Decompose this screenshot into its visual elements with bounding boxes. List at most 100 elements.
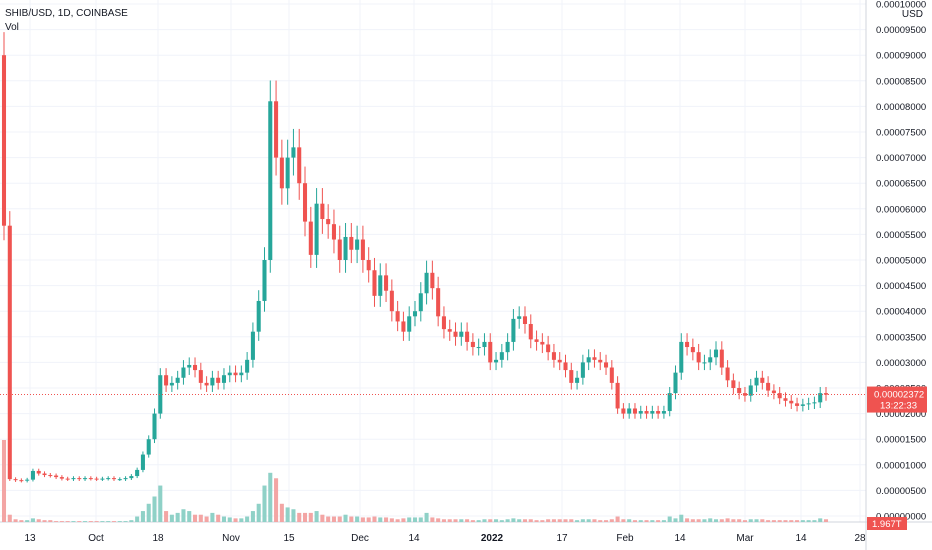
x-tick-label: 15 xyxy=(283,533,295,544)
candle-body xyxy=(656,411,661,414)
candle-body xyxy=(679,341,684,373)
volume-bar xyxy=(546,519,551,522)
x-tick-label: Feb xyxy=(616,533,634,544)
volume-bar xyxy=(777,520,782,522)
volume-indicator-label: Vol xyxy=(5,22,19,33)
candle-body xyxy=(30,470,35,480)
candle-body xyxy=(737,388,742,394)
volume-bar xyxy=(465,519,470,522)
volume-bar xyxy=(638,520,643,522)
candle-body xyxy=(291,147,296,158)
volume-bar xyxy=(88,521,93,522)
volume-bar xyxy=(436,518,441,522)
volume-bar xyxy=(679,514,684,522)
candle-body xyxy=(482,341,487,348)
candle-body xyxy=(378,275,383,296)
volume-bar xyxy=(604,520,609,522)
x-tick-label: 18 xyxy=(152,533,164,544)
volume-bar xyxy=(268,472,273,522)
volume-bar xyxy=(262,485,267,522)
volume-bar xyxy=(360,517,365,522)
volume-bar xyxy=(575,520,580,522)
candle-body xyxy=(592,357,597,360)
candle-body xyxy=(650,411,655,414)
volume-bar xyxy=(378,517,383,522)
candle-body xyxy=(713,349,719,358)
volume-bar xyxy=(499,520,504,522)
candle-body xyxy=(77,478,82,480)
volume-bar xyxy=(685,518,690,522)
volume-bar xyxy=(795,520,800,522)
candle-body xyxy=(777,393,782,399)
price-axis: 0.00010000 0.00009500 0.00009000 0.00008500… xyxy=(876,0,926,523)
candle-body xyxy=(685,341,690,348)
candle-body xyxy=(146,439,151,455)
volume-bar xyxy=(771,520,776,522)
candle-body xyxy=(696,352,701,363)
volume-bar xyxy=(384,517,389,522)
volume-bar xyxy=(239,518,244,522)
volume-bar xyxy=(256,503,261,522)
candle-body xyxy=(320,203,325,220)
volume-bar xyxy=(476,520,481,522)
candle-body xyxy=(54,475,59,478)
last-price-tag xyxy=(867,386,927,413)
volume-bar xyxy=(719,519,724,522)
volume-bar xyxy=(250,511,255,522)
candle-body xyxy=(586,357,591,363)
volume-bar xyxy=(233,518,238,522)
volume-bar xyxy=(702,519,707,522)
candle-body xyxy=(436,288,441,317)
candle-body xyxy=(106,478,111,480)
volume-bar xyxy=(528,519,533,522)
candle-body xyxy=(355,239,360,250)
candle-body xyxy=(384,275,389,291)
volume-bar xyxy=(111,521,117,522)
candle-body xyxy=(557,359,562,363)
candle-body xyxy=(505,341,510,353)
candle-body xyxy=(476,347,481,349)
volume-bar xyxy=(766,520,771,522)
volume-bar xyxy=(407,517,412,522)
volume-bar xyxy=(522,519,528,522)
x-tick-label: 2022 xyxy=(481,533,504,544)
volume-bar xyxy=(100,521,105,522)
candle-body xyxy=(210,377,215,386)
volume-bar xyxy=(366,517,371,522)
candle-body xyxy=(708,357,713,363)
candle-body xyxy=(812,402,817,404)
volume-bar xyxy=(210,512,215,522)
volume-bar xyxy=(320,514,325,522)
candle-body xyxy=(771,390,776,394)
candle-body xyxy=(800,404,805,406)
volume-bar xyxy=(551,519,556,522)
volume-bar xyxy=(644,520,649,522)
candle-body xyxy=(575,377,580,383)
y-tick-label: 0.00007500 xyxy=(876,128,926,139)
candle-body xyxy=(407,316,412,332)
candle-body xyxy=(453,331,458,337)
countdown-timer: 13:22:33 xyxy=(880,401,917,412)
candle-body xyxy=(297,147,302,184)
volume-bar xyxy=(812,520,817,522)
volume-bar xyxy=(598,520,603,522)
x-tick-label: Nov xyxy=(222,533,240,544)
candle-body xyxy=(673,372,678,394)
y-tick-label: 0.00001000 xyxy=(876,460,926,471)
candle-body xyxy=(262,260,267,301)
y-tick-label: 0.00003500 xyxy=(876,332,926,343)
candle-body xyxy=(499,352,504,360)
candle-body xyxy=(36,470,41,474)
volume-bar xyxy=(77,521,82,522)
x-tick-label: Mar xyxy=(736,533,754,544)
volume-bar xyxy=(54,521,59,522)
volume-bar xyxy=(632,520,637,522)
candle-body xyxy=(754,377,759,386)
candle-body xyxy=(401,321,406,332)
y-tick-label: 0.00008500 xyxy=(876,76,926,87)
volume-bar xyxy=(1,440,7,522)
volume-bar xyxy=(123,521,128,522)
candle-body xyxy=(204,382,209,386)
